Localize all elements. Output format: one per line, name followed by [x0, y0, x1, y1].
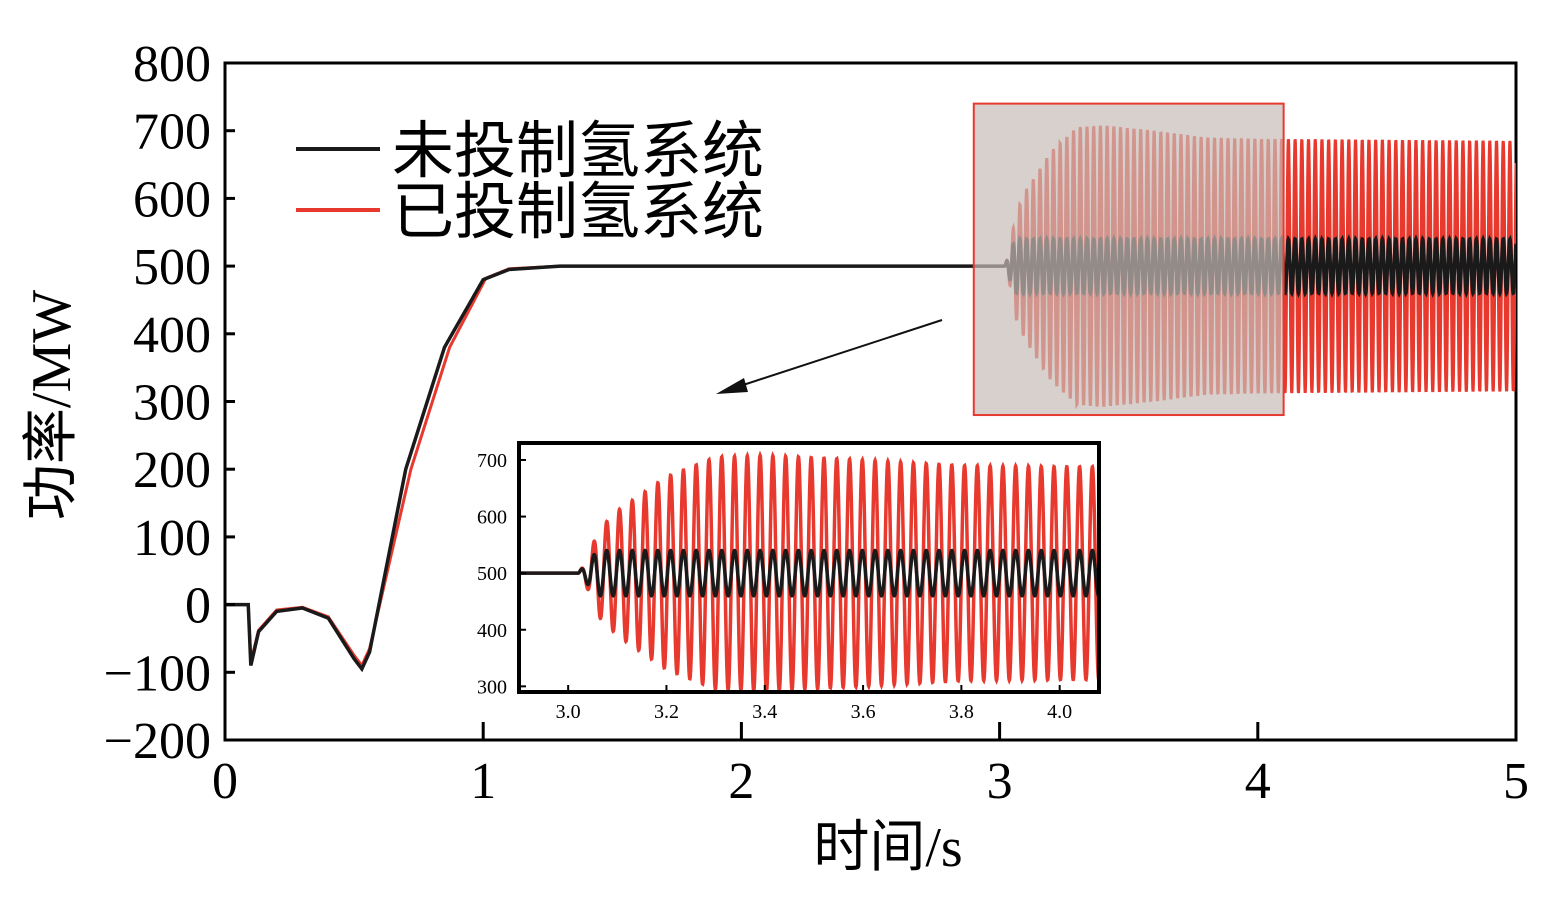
main-y-ticks: −200 −100 0 100 200 300 400 500 600 700 800	[104, 36, 235, 770]
inset-series-line-no-hydrogen	[519, 548, 1099, 598]
legend: 未投制氢系统 已投制氢系统	[296, 118, 764, 247]
inset-x-tick-label: 3.2	[654, 701, 679, 723]
inset-x-ticks: 3.0 3.2 3.4 3.6 3.8 4.0	[556, 685, 1072, 723]
zoom-highlight-box	[972, 102, 1285, 417]
y-tick-label: 500	[133, 239, 211, 296]
inset-x-tick-label: 3.8	[949, 701, 974, 723]
y-tick-label: 0	[185, 578, 211, 635]
x-axis-label: 时间/s	[813, 817, 962, 879]
inset-traces	[519, 450, 1099, 692]
inset-frame	[517, 441, 1101, 694]
y-tick-label: 100	[133, 510, 211, 567]
inset-x-tick-label: 3.6	[851, 701, 876, 723]
series-line-no-hydrogen	[225, 234, 1516, 673]
x-tick-label: 4	[1245, 753, 1271, 810]
y-tick-label: −200	[104, 713, 211, 770]
inset-x-tick-label: 3.0	[556, 701, 581, 723]
y-tick-label: 300	[133, 375, 211, 432]
inset-x-tick-label: 4.0	[1047, 701, 1072, 723]
x-tick-label: 2	[728, 753, 754, 810]
inset-y-tick-label: 500	[477, 563, 507, 585]
inset-y-tick-label: 300	[477, 676, 507, 698]
x-tick-label: 1	[470, 753, 496, 810]
y-tick-label: 800	[133, 36, 211, 93]
x-tick-label: 0	[212, 753, 238, 810]
inset-chart: 300 400 500 600 700 3.0 3.2 3.4 3.6 3.8 4.0	[477, 441, 1101, 723]
y-tick-label: 600	[133, 171, 211, 228]
inset-x-tick-label: 3.4	[752, 701, 777, 723]
y-tick-label: 700	[133, 104, 211, 161]
inset-y-tick-label: 400	[477, 620, 507, 642]
y-tick-label: 400	[133, 307, 211, 364]
x-tick-label: 5	[1503, 753, 1529, 810]
inset-y-tick-label: 700	[477, 450, 507, 472]
y-axis-label: 功率/MW	[21, 290, 83, 520]
inset-y-ticks: 300 400 500 600 700	[477, 450, 526, 698]
x-tick-label: 3	[987, 753, 1013, 810]
y-tick-label: 200	[133, 442, 211, 499]
main-x-ticks: 0 1 2 3 4 5	[212, 722, 1529, 810]
zoom-arrow	[716, 319, 943, 394]
legend-label-with-hydrogen: 已投制氢系统	[392, 179, 764, 247]
legend-label-no-hydrogen: 未投制氢系统	[392, 118, 764, 186]
y-tick-label: −100	[104, 645, 211, 702]
main-traces	[225, 125, 1516, 673]
inset-y-tick-label: 600	[477, 507, 507, 529]
